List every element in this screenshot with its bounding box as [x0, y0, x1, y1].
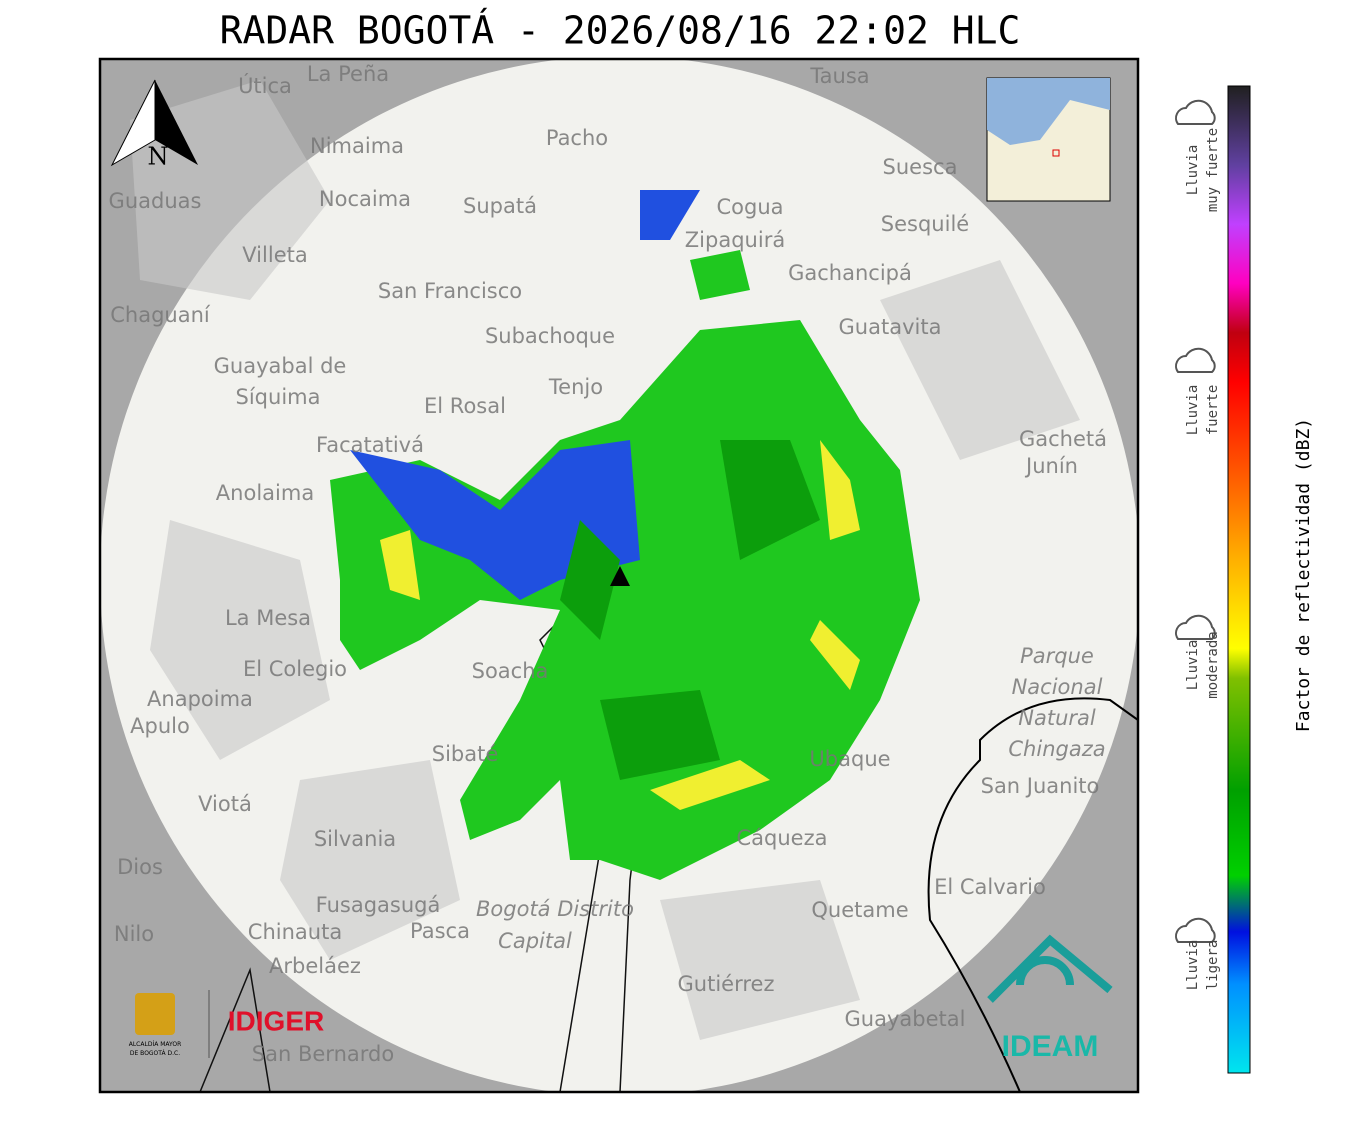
rain-category: Lluvia	[1185, 145, 1201, 196]
rain-category: moderada	[1205, 631, 1221, 698]
rain-category: Lluvia	[1185, 385, 1201, 436]
map: La Peña Útica Tausa Pacho Nimaima Suesca Guadu…	[100, 59, 1138, 1092]
place-label: Suesca	[883, 155, 958, 179]
place-label: Ubaque	[809, 747, 890, 771]
place-label: Chaguaní	[110, 303, 211, 327]
boundary	[927, 697, 1138, 1092]
ideam-mark	[987, 934, 1113, 1003]
place-label: El Rosal	[424, 394, 506, 418]
place-label: Gachancipá	[788, 261, 912, 285]
north-arrow	[155, 80, 198, 165]
rain-category: Lluvia	[1185, 640, 1201, 691]
place-label: El Calvario	[934, 875, 1046, 899]
place-label: Nilo	[114, 922, 154, 946]
place-label: Gutiérrez	[678, 972, 775, 996]
colorbar-label: Factor de reflectividad (dBZ)	[1293, 418, 1314, 732]
weather-icon	[1175, 614, 1216, 640]
place-label: San Bernardo	[252, 1042, 394, 1066]
place-label: Zipaquirá	[685, 228, 785, 252]
place-label: Soacha	[472, 659, 549, 683]
place-label: Chinauta	[248, 920, 342, 944]
place-label: Dios	[117, 855, 163, 879]
place-label: Facatativá	[316, 433, 424, 457]
place-label: Pasca	[410, 919, 470, 943]
colorbar	[1227, 85, 1251, 1074]
title: RADAR BOGOTÁ - 2026/08/16 22:02 HLC	[220, 9, 1021, 53]
park-label: Nacional	[1012, 675, 1103, 699]
park-label: Natural	[1018, 706, 1096, 730]
place-label: Subachoque	[485, 324, 615, 348]
place-label: Nocaima	[319, 187, 411, 211]
weather-icon	[1175, 347, 1216, 373]
weather-icon	[1175, 917, 1216, 943]
ideam-logo: IDEAM	[1002, 1030, 1099, 1063]
park-label: Parque	[1020, 644, 1094, 668]
park-label: Chingaza	[1008, 737, 1105, 761]
radar-echoes	[330, 190, 920, 880]
place-label: Fusagasugá	[316, 893, 441, 917]
terrain	[130, 80, 1080, 1040]
radar-site	[610, 566, 630, 586]
place-label: San Juanito	[981, 774, 1100, 798]
place-label: Apulo	[130, 714, 190, 738]
place-label: Guaduas	[109, 189, 202, 213]
district-label: Bogotá Distrito	[476, 897, 634, 921]
place-label: Nimaima	[310, 134, 404, 158]
place-label: Síquima	[236, 385, 321, 409]
place-label: Quetame	[811, 898, 908, 922]
alcaldia-text: DE BOGOTÁ D.C.	[130, 1050, 180, 1057]
place-label: Viotá	[198, 792, 252, 816]
rain-category: ligera	[1205, 940, 1221, 991]
place-label: Anapoima	[147, 687, 253, 711]
map-frame	[98, 57, 1140, 1094]
place-label: El Colegio	[243, 657, 347, 681]
place-label: La Peña	[307, 62, 389, 86]
place-label: Anolaima	[216, 481, 314, 505]
place-label: Útica	[238, 73, 292, 98]
weather-icon	[1175, 99, 1216, 125]
rain-category: Lluvia	[1185, 940, 1201, 991]
place-label: Guayabal de	[214, 354, 347, 378]
place-label: Pacho	[546, 126, 608, 150]
idiger-logo: IDIGER	[228, 1005, 324, 1036]
place-label: Cáqueza	[737, 826, 828, 850]
place-label: Gachetá	[1019, 427, 1107, 451]
alcaldia-text: ALCALDÍA MAYOR	[129, 1041, 182, 1048]
inset-marker	[1052, 149, 1060, 157]
district-label: Capital	[498, 929, 572, 953]
north-label: N	[148, 143, 169, 171]
place-label: Tenjo	[548, 375, 603, 399]
place-label: Villeta	[242, 243, 307, 267]
rain-category: muy fuerte	[1205, 128, 1221, 212]
place-label: San Francisco	[378, 279, 522, 303]
place-label: Supatá	[463, 194, 537, 218]
place-label: La Mesa	[225, 606, 311, 630]
place-label: Cogua	[716, 195, 783, 219]
place-label: Arbeláez	[269, 954, 361, 978]
inset-sea	[987, 78, 1110, 145]
alcaldia-shield	[135, 993, 175, 1035]
rain-category: fuerte	[1205, 385, 1221, 436]
place-label: Guayabetal	[845, 1007, 966, 1031]
place-label: Junín	[1024, 454, 1078, 478]
place-label: Silvania	[314, 827, 396, 851]
place-label: Tausa	[809, 64, 869, 88]
place-label: Guatavita	[839, 315, 942, 339]
place-label: Sesquilé	[881, 212, 969, 236]
place-label: Sibaté	[432, 742, 499, 766]
